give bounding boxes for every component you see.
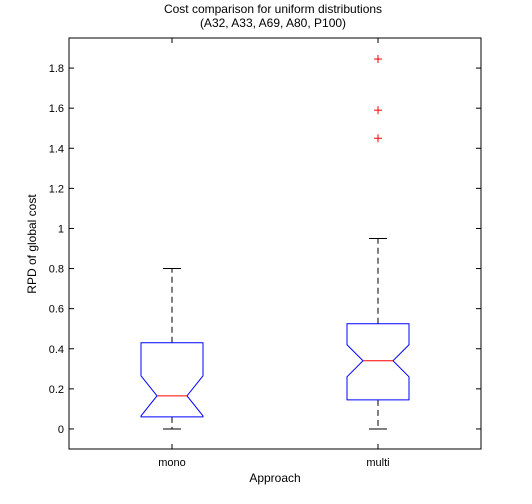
plot-area (69, 38, 481, 449)
y-tick-label: 0.2 (49, 384, 64, 396)
y-axis-label: RPD of global cost (25, 194, 39, 294)
y-tick-label: 1.2 (49, 183, 64, 195)
y-tick-label: 0.8 (49, 264, 64, 276)
chart-title: Cost comparison for uniform distribution… (164, 2, 382, 16)
x-tick-label: mono (158, 457, 186, 469)
y-tick-label: 0 (58, 424, 64, 436)
y-tick-label: 1.6 (49, 103, 64, 115)
chart-subtitle: (A32, A33, A69, A80, P100) (200, 16, 346, 30)
x-tick-label: multi (366, 457, 389, 469)
x-axis-label: Approach (249, 471, 300, 485)
y-tick-label: 1.8 (49, 63, 64, 75)
y-tick-label: 0.6 (49, 304, 64, 316)
y-tick-label: 0.4 (49, 344, 64, 356)
y-tick-label: 1.4 (49, 143, 64, 155)
y-tick-label: 1 (58, 223, 64, 235)
